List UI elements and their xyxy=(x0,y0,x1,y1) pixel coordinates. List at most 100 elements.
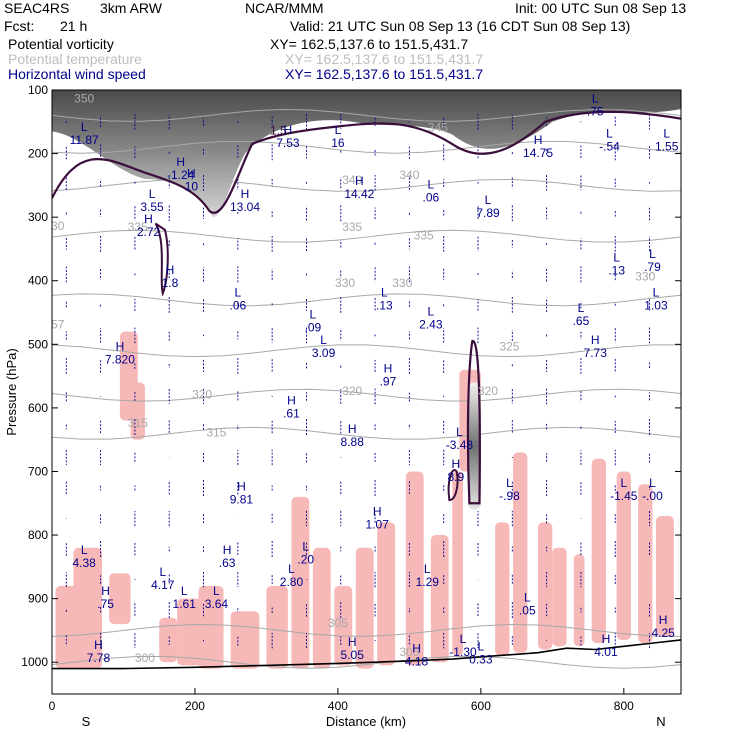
theta-contour xyxy=(52,655,681,669)
extremum-kind: L xyxy=(213,584,220,598)
convective-region xyxy=(73,547,103,669)
valid-time: Valid: 21 UTC Sun 08 Sep 13 (16 CDT Sun … xyxy=(290,18,631,34)
extremum-kind: H xyxy=(591,333,600,347)
theta-label: 300 xyxy=(135,651,155,665)
extremum-kind: L xyxy=(288,562,295,576)
theta-label: 315 xyxy=(128,416,148,430)
extremum-kind: L xyxy=(478,639,485,653)
extremum-kind: L xyxy=(335,123,342,137)
extremum-value: 3.55 xyxy=(140,200,164,214)
y-tick-label: 600 xyxy=(28,401,48,415)
pv-contour-small xyxy=(447,469,459,502)
extremum-value: 2.43 xyxy=(419,317,443,331)
model-name: SEAC4RS xyxy=(4,0,70,16)
extremum-value: 4.18 xyxy=(405,654,429,668)
extremum-value: 9.81 xyxy=(230,492,254,506)
convective-region xyxy=(355,547,374,669)
extremum-kind: L xyxy=(427,304,434,318)
extremum-value: .05 xyxy=(519,604,536,618)
extremum-kind: L xyxy=(653,285,660,299)
model-resolution: 3km ARW xyxy=(100,0,162,16)
extremum-value: 1.03 xyxy=(644,298,668,312)
stratospheric-pv-shading xyxy=(52,90,681,218)
extremum-kind: L xyxy=(592,91,599,105)
legend-pv-label: Potential vorticity xyxy=(8,36,114,52)
convective-region xyxy=(655,515,674,637)
extremum-value: 8.88 xyxy=(341,435,365,449)
extremum-kind: H xyxy=(166,263,175,277)
terrain-line xyxy=(52,639,681,670)
theta-contour xyxy=(52,140,681,154)
theta-contour xyxy=(52,108,681,122)
extremum-value: 10 xyxy=(185,179,199,193)
theta-label: 330 xyxy=(392,276,412,290)
extremum-kind: L xyxy=(381,285,388,299)
y-tick-label: 100 xyxy=(28,83,48,97)
extremum-value: .20 xyxy=(297,553,314,567)
extremum-kind: L xyxy=(506,476,513,490)
extremum-value: 8.9 xyxy=(448,470,465,484)
extremum-kind: L xyxy=(310,308,317,322)
theta-label: 330 xyxy=(635,270,655,284)
theta-contour xyxy=(52,344,681,358)
convective-region xyxy=(552,547,567,647)
theta-label: 330 xyxy=(335,276,355,290)
theta-contour xyxy=(52,293,681,307)
extremum-value: -.98 xyxy=(499,489,520,503)
extremum-value: .06 xyxy=(422,190,439,204)
convective-region xyxy=(573,554,585,647)
theta-label: 305 xyxy=(399,645,419,659)
theta-label: 30 xyxy=(51,219,65,233)
convective-tower-shading xyxy=(467,382,481,510)
theta-label: 320 xyxy=(192,387,212,401)
extremum-kind: H xyxy=(355,174,364,188)
pv-1p5-contour xyxy=(52,110,681,214)
extremum-kind: L xyxy=(613,250,620,264)
convective-region xyxy=(616,471,631,640)
convective-region xyxy=(109,573,131,625)
extremum-kind: H xyxy=(176,155,185,169)
extremum-value: 16 xyxy=(331,136,345,150)
convective-region xyxy=(159,617,178,663)
convective-region xyxy=(538,522,553,650)
theta-contour xyxy=(52,623,681,637)
extremum-value: 7.820 xyxy=(105,352,135,366)
x-axis-south-label: S xyxy=(82,714,91,729)
extremum-value: .09 xyxy=(305,321,322,335)
extremum-kind: L xyxy=(149,187,156,201)
extremum-kind: L xyxy=(524,591,531,605)
theta-label: 350 xyxy=(74,92,94,106)
extremum-kind: L xyxy=(485,193,492,207)
extremum-kind: L xyxy=(424,562,431,576)
extremum-value: 11.87 xyxy=(70,133,99,147)
extremum-value: 14.42 xyxy=(344,187,374,201)
extremum-value: .06 xyxy=(229,298,246,312)
extremum-kind: H xyxy=(116,339,125,353)
convective-region xyxy=(230,611,260,669)
theta-contour xyxy=(52,426,681,440)
extremum-value: 2.80 xyxy=(280,575,304,589)
legend-theta-xy: XY= 162.5,137.6 to 151.5,431.7 xyxy=(285,51,484,67)
extremum-kind: H xyxy=(659,613,668,627)
extremum-kind: L xyxy=(320,333,327,347)
theta-label: 305 xyxy=(328,616,348,630)
extremum-kind: L xyxy=(234,285,241,299)
extremum-kind: H xyxy=(373,505,382,519)
extremum-kind: L xyxy=(427,177,434,191)
extremum-value: .13 xyxy=(608,263,625,277)
extremum-value: 4.38 xyxy=(72,556,96,570)
extremum-kind: H xyxy=(101,584,110,598)
extremum-value: 3.09 xyxy=(312,346,336,360)
extremum-value: 4.01 xyxy=(594,645,618,659)
extremum-kind: H xyxy=(284,123,293,137)
extremum-kind: H xyxy=(602,632,611,646)
convective-region xyxy=(266,585,288,669)
convective-region xyxy=(177,598,203,666)
convective-region xyxy=(430,535,449,663)
plot-frame xyxy=(51,89,682,695)
extremum-kind: L xyxy=(620,476,627,490)
theta-label: 335 xyxy=(342,220,362,234)
extremum-kind: H xyxy=(237,479,246,493)
theta-contour xyxy=(52,388,681,402)
theta-label: 315 xyxy=(206,426,226,440)
